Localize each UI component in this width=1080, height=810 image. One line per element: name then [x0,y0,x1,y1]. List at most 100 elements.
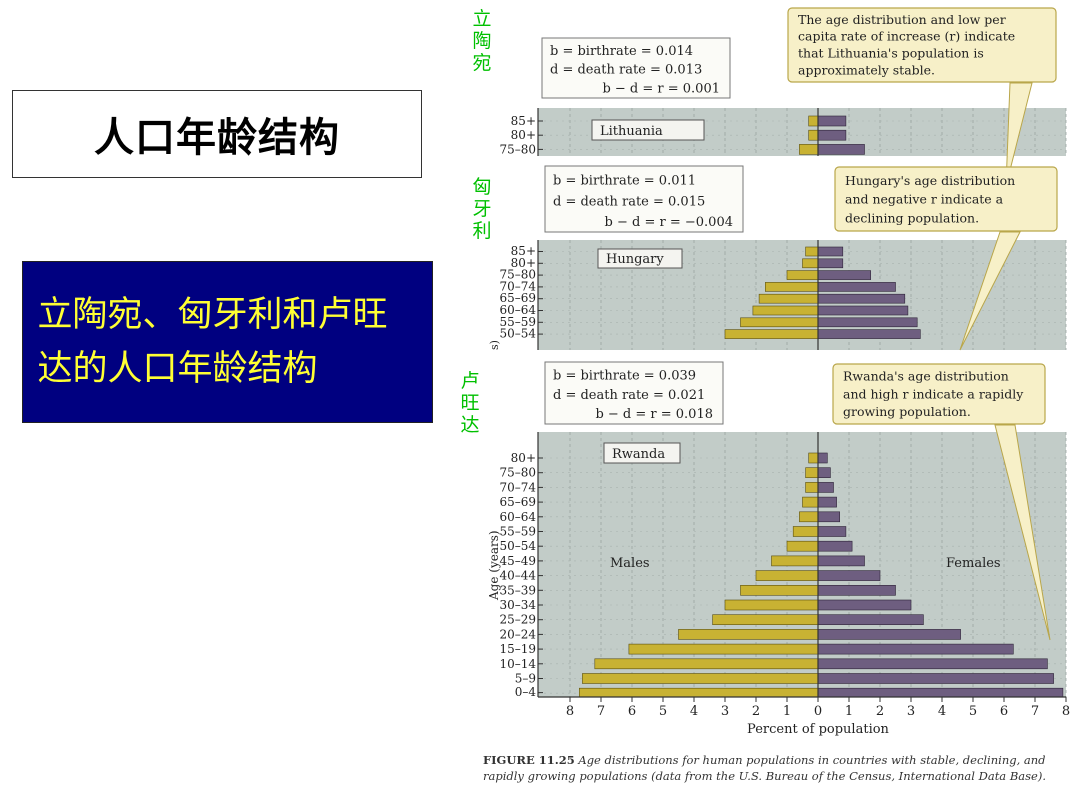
rwanda-female-bar [817,452,828,464]
lithuania-male-bar [799,144,819,155]
lithuania-annotation-line: capita rate of increase (r) indicate [798,29,1015,44]
rwanda-tick-label: 35–39 [499,583,536,597]
hungary-annotation-pointer [959,231,1021,351]
rwanda-tick-label: 50–54 [499,539,536,553]
rwanda-tick-label: 30–34 [499,598,536,612]
lithuania-stats-line: d = death rate = 0.013 [550,63,702,78]
caption-text: Age distributions for human populations … [483,753,1046,783]
rwanda-male-bar [594,658,819,670]
lithuania-tick-label: 75–80 [499,142,536,156]
rwanda-male-bar [724,599,819,611]
hungary-female-bar [817,258,844,269]
rwanda-male-bar [805,467,819,479]
lithuania-panel: 85+80+75–80 Lithuania b = birthrate = 0.01… [499,7,1067,187]
rwanda-stats-box [544,361,724,425]
rwanda-male-bar [678,629,819,640]
rwanda-tick-label: 55–59 [499,525,536,539]
lithuania-annotation-line: The age distribution and low per [798,12,1006,27]
x-tick-label: 8 [1062,704,1070,719]
hungary-male-bar [740,317,819,328]
hungary-annotation-box [834,166,1058,232]
hungary-tick-label: 75–80 [499,268,536,282]
country-label-hungary-cn: 匈牙利 [472,176,492,242]
rwanda-annotation-pointer [994,424,1051,641]
hungary-female-bar [817,246,844,257]
x-tick-label: 3 [721,704,729,719]
rwanda-annotation-line: and high r indicate a rapidly [843,386,1024,401]
hungary-male-bar [752,305,819,316]
rwanda-male-bar [808,452,819,464]
females-label: Females [946,556,1001,571]
lithuania-country-box [591,119,705,141]
x-axis-title: Percent of population [747,722,890,737]
hungary-tick-label: 80+ [511,256,536,270]
hungary-tick-label: 55–59 [499,315,536,329]
hungary-tick-label: 85+ [511,244,536,258]
hungary-tick-label: 70–74 [499,279,536,293]
country-label-lithuania-cn: 立陶宛 [472,8,492,74]
rwanda-female-bar [817,482,834,493]
x-tick-label: 6 [1000,704,1008,719]
hungary-female-bar [817,305,909,316]
x-tick-label: 5 [659,704,667,719]
slide-title: 人口年龄结构 [94,115,340,161]
rwanda-stats-line: b = birthrate = 0.039 [553,368,696,383]
rwanda-tick-label: 40–44 [499,569,536,583]
rwanda-male-bar [712,614,819,626]
rwanda-female-bar [817,629,961,640]
rwanda-male-bar [786,540,819,552]
hungary-male-bar [802,258,819,269]
hungary-tick-label: 65–69 [499,291,536,305]
lithuania-female-bar [817,115,847,127]
rwanda-male-bar [799,511,819,523]
rwanda-annotation-line: growing population. [843,404,971,419]
x-tick-label: 1 [845,704,853,719]
rwanda-annotation-line: Rwanda's age distribution [843,369,1009,384]
hungary-female-bar [817,329,921,339]
hungary-tick-label: 60–64 [499,303,536,317]
rwanda-male-bar [579,687,819,698]
rwanda-female-bar [817,467,831,479]
country-label-rwanda-cn: 卢旺达 [460,370,480,436]
hungary-female-bar [817,282,896,292]
lithuania-annotation-line: approximately stable. [798,62,935,77]
rwanda-annotation-box [832,363,1046,425]
rwanda-country-label: Rwanda [612,447,665,462]
x-tick-label: 6 [628,704,636,719]
hungary-male-bar [805,246,819,257]
lithuania-male-bar [808,115,819,127]
x-tick-label: 7 [1031,704,1039,719]
hungary-y-axis-fragment: s) [488,340,501,350]
rwanda-female-bar [817,687,1064,698]
x-tick-label: 4 [938,704,946,719]
figure-caption: FIGURE 11.25 Age distributions for human… [483,752,1053,784]
slide-subtitle-box: 立陶宛、匈牙利和卢旺达的人口年龄结构 [22,261,433,423]
hungary-stats-box [544,165,744,233]
rwanda-female-bar [817,643,1014,655]
rwanda-male-bar [755,570,819,581]
rwanda-male-bar [771,555,819,567]
slide-title-box: 人口年龄结构 [12,90,422,178]
hungary-male-bar [786,270,819,280]
slide-subtitle: 立陶宛、匈牙利和卢旺达的人口年龄结构 [37,295,388,389]
x-tick-label: 7 [597,704,605,719]
lithuania-stats-line: b = birthrate = 0.014 [550,44,693,59]
x-tick-label: 8 [566,704,574,719]
hungary-stats-line: b − d = r = −0.004 [605,215,733,230]
hungary-stats-line: b = birthrate = 0.011 [553,174,696,189]
rwanda-male-bar [792,526,819,537]
x-tick-label: 3 [907,704,915,719]
hungary-male-bar [764,282,819,292]
males-label: Males [610,556,650,571]
rwanda-male-bar [628,643,819,655]
hungary-country-box [597,248,683,269]
rwanda-tick-label: 45–49 [499,554,536,568]
lithuania-female-bar [817,144,865,155]
rwanda-stats-line: d = death rate = 0.021 [553,388,705,403]
hungary-stats-line: d = death rate = 0.015 [553,194,705,209]
hungary-tick-label: 50–54 [499,327,536,341]
rwanda-tick-label: 80+ [511,451,536,465]
lithuania-female-bar [817,129,847,141]
